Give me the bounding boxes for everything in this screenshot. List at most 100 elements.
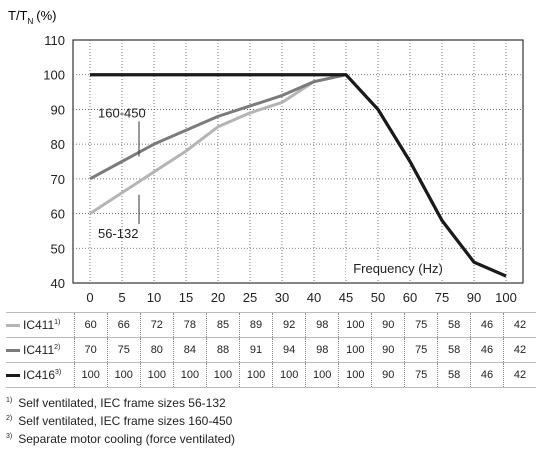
series-line-3 bbox=[90, 73, 507, 278]
x-tick-label: 60 bbox=[403, 290, 417, 305]
table-cell: 72 bbox=[139, 312, 174, 338]
legend-label: IC4112) bbox=[23, 343, 61, 357]
table-cell: 100 bbox=[272, 362, 306, 388]
x-tick-label: 25 bbox=[243, 290, 257, 305]
footnote: 1) Self ventilated, IEC frame sizes 56-13… bbox=[6, 396, 226, 410]
x-tick-label: 30 bbox=[275, 290, 289, 305]
table-cell: 58 bbox=[437, 337, 471, 363]
annotations: 160-450 56-132 bbox=[98, 105, 146, 241]
table-cell: 100 bbox=[73, 362, 108, 388]
table-cell: 78 bbox=[172, 312, 207, 338]
x-tick-label: 90 bbox=[467, 290, 481, 305]
table-row: IC4163) 100 100 100 100 100 100 100 100 100 90 75 58… bbox=[6, 362, 536, 388]
y-tick-labels: 40 50 60 70 80 90 100 110 bbox=[43, 33, 65, 291]
footnote-text: Self ventilated, IEC frame sizes 160-450 bbox=[18, 414, 233, 428]
table-cell: 90 bbox=[371, 362, 405, 388]
series-lines bbox=[89, 73, 507, 278]
table-row: IC4111) 60 66 72 78 85 89 92 98 100 90 75 58 46 42 bbox=[6, 312, 536, 338]
table-cell: 100 bbox=[338, 312, 372, 338]
table-cell: 75 bbox=[106, 337, 141, 363]
x-tick-label: 100 bbox=[495, 290, 517, 305]
legend-note-mark: 2) bbox=[54, 344, 61, 351]
x-tick-label: 45 bbox=[339, 290, 353, 305]
x-tick-label: 0 bbox=[86, 290, 93, 305]
footnote-mark: 3) bbox=[6, 433, 13, 440]
y-tick-label: 80 bbox=[51, 137, 65, 152]
table-cell: 88 bbox=[205, 337, 240, 363]
legend-note-mark: 1) bbox=[54, 319, 61, 326]
footnote: 2) Self ventilated, IEC frame sizes 160-4… bbox=[6, 414, 232, 428]
table-cell: 58 bbox=[437, 362, 471, 388]
table-cell: 91 bbox=[239, 337, 273, 363]
table-cell: 42 bbox=[502, 337, 536, 363]
table-cell: 58 bbox=[437, 312, 471, 338]
series-line-2 bbox=[89, 73, 507, 278]
y-tick-label: 100 bbox=[43, 68, 65, 83]
table-cell: 42 bbox=[502, 312, 536, 338]
footnote-mark: 2) bbox=[6, 415, 13, 422]
plot-frame bbox=[72, 39, 524, 284]
table-cell: 75 bbox=[404, 337, 438, 363]
table-cell: 75 bbox=[404, 312, 438, 338]
legend-entry: IC4112) bbox=[6, 337, 75, 363]
table-cell: 89 bbox=[239, 312, 273, 338]
table-cell: 85 bbox=[205, 312, 240, 338]
data-table: IC4111) 60 66 72 78 85 89 92 98 100 90 75 58 46 42 IC41… bbox=[6, 312, 536, 388]
table-cell: 90 bbox=[371, 337, 405, 363]
legend-label: IC4163) bbox=[23, 368, 62, 382]
series-line-1 bbox=[89, 73, 507, 278]
table-cell: 100 bbox=[172, 362, 207, 388]
legend-swatch bbox=[6, 348, 20, 352]
table-cell: 100 bbox=[106, 362, 141, 388]
x-tick-label: 40 bbox=[307, 290, 321, 305]
table-cell: 100 bbox=[338, 337, 372, 363]
x-tick-label: 10 bbox=[147, 290, 161, 305]
y-tick-label: 90 bbox=[51, 102, 65, 117]
table-cell: 46 bbox=[470, 337, 504, 363]
table-cell: 80 bbox=[139, 337, 174, 363]
x-axis-label: Frequency (Hz) bbox=[353, 261, 443, 276]
table-cell: 75 bbox=[404, 362, 438, 388]
x-tick-label: 75 bbox=[435, 290, 449, 305]
table-cell: 100 bbox=[205, 362, 240, 388]
x-tick-label: 20 bbox=[211, 290, 225, 305]
table-cell: 66 bbox=[106, 312, 141, 338]
table-cell: 42 bbox=[502, 362, 536, 388]
footnote: 3) Separate motor cooling (force ventilat… bbox=[6, 432, 235, 446]
y-axis-label: T/TN (%) bbox=[8, 8, 57, 26]
table-cell: 100 bbox=[239, 362, 273, 388]
table-cell: 98 bbox=[305, 337, 339, 363]
table-row: IC4112) 70 75 80 84 88 91 94 98 100 90 75 58 46 42 bbox=[6, 337, 536, 363]
table-cell: 100 bbox=[305, 362, 339, 388]
grid bbox=[72, 39, 524, 284]
table-cell: 94 bbox=[272, 337, 306, 363]
footnote-text: Separate motor cooling (force ventilated… bbox=[18, 432, 236, 446]
legend-entry: IC4111) bbox=[6, 312, 75, 338]
table-cell: 46 bbox=[470, 312, 504, 338]
table-cell: 90 bbox=[371, 312, 405, 338]
legend-note-mark: 3) bbox=[55, 369, 62, 376]
x-tick-label: 5 bbox=[118, 290, 125, 305]
table-cell: 92 bbox=[272, 312, 306, 338]
footnote-text: Self ventilated, IEC frame sizes 56-132 bbox=[18, 396, 226, 410]
legend-swatch bbox=[6, 323, 20, 327]
table-cell: 100 bbox=[338, 362, 372, 388]
table-cell: 70 bbox=[73, 337, 108, 363]
table-cell: 100 bbox=[139, 362, 174, 388]
annotation-label: 160-450 bbox=[98, 105, 146, 120]
y-tick-label: 40 bbox=[51, 276, 65, 291]
table-cell: 84 bbox=[172, 337, 207, 363]
y-tick-label: 50 bbox=[51, 241, 65, 256]
legend-label: IC4111) bbox=[23, 318, 61, 332]
table-cell: 98 bbox=[305, 312, 339, 338]
y-tick-label: 110 bbox=[44, 33, 65, 48]
y-tick-label: 70 bbox=[51, 172, 65, 187]
footnote-mark: 1) bbox=[6, 397, 13, 404]
x-axis-label-bg bbox=[346, 260, 450, 278]
y-tick-label: 60 bbox=[51, 207, 65, 222]
x-tick-labels: 0 5 10 15 20 25 30 40 45 50 60 75 90 100 bbox=[86, 290, 516, 305]
x-tick-label: 50 bbox=[371, 290, 385, 305]
torque-chart: T/TN (%) 40 50 60 70 80 90 100 110 0 5 10 15 20 25 30 4… bbox=[8, 8, 524, 305]
legend-swatch bbox=[6, 373, 20, 377]
annotation-label: 56-132 bbox=[98, 226, 138, 241]
